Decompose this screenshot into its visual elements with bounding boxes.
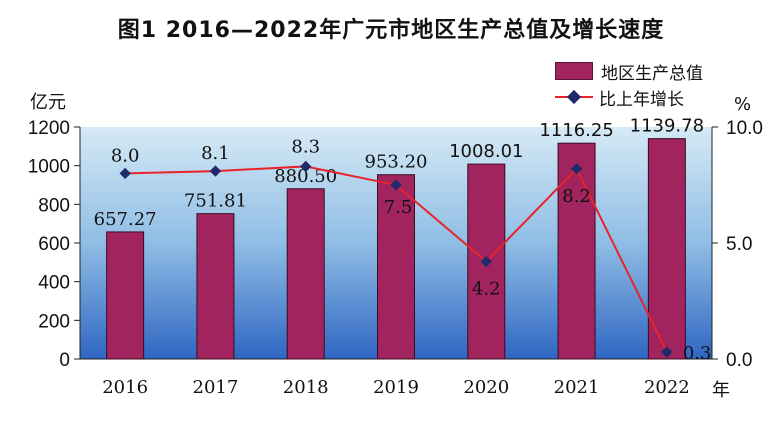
left-axis-tick-label: 0 — [59, 350, 70, 371]
x-axis-tick-label: 2021 — [554, 377, 600, 398]
x-axis-tick-label: 2020 — [463, 377, 509, 398]
left-axis-tick-label: 600 — [38, 234, 70, 255]
growth-point — [300, 160, 312, 173]
legend-bar-label: 地区生产总值 — [601, 63, 703, 84]
bar-value-label: 1139.78 — [630, 116, 704, 137]
bar — [196, 213, 235, 360]
legend-line-label: 比上年增长 — [599, 89, 684, 110]
bar — [647, 138, 686, 360]
legend: 地区生产总值 比上年增长 — [555, 58, 703, 110]
growth-point — [570, 163, 583, 175]
x-axis-tick-label: 2016 — [102, 377, 148, 398]
legend-line-swatch — [555, 89, 593, 105]
bar — [557, 142, 596, 360]
bar-value-label: 1116.25 — [539, 120, 613, 141]
chart-title: 图1 2016—2022年广元市地区生产总值及增长速度 — [117, 18, 665, 43]
left-axis-tick-label: 800 — [38, 195, 70, 216]
growth-value-label: 8.1 — [201, 143, 230, 164]
growth-value-label: 0.3 — [683, 343, 712, 364]
x-axis-tick-label: 2017 — [193, 377, 239, 398]
left-axis-tick-label: 200 — [38, 311, 70, 332]
growth-value-label: 4.2 — [472, 279, 501, 300]
x-axis-tick-label: 2019 — [373, 377, 419, 398]
legend-item-bar: 地区生产总值 — [555, 58, 703, 84]
right-axis-tick-label: 5.0 — [726, 234, 752, 255]
bar-value-label: 953.20 — [365, 152, 428, 173]
bar-value-label: 1008.01 — [449, 141, 523, 162]
bar-value-label: 657.27 — [94, 209, 157, 230]
left-axis-tick-label: 400 — [38, 273, 70, 294]
x-axis-tick-label: 2018 — [283, 377, 329, 398]
right-axis-tick-label: 0.0 — [726, 350, 752, 371]
growth-value-label: 8.0 — [111, 145, 140, 166]
right-axis-unit: % — [734, 94, 752, 115]
growth-value-label: 8.3 — [291, 136, 320, 157]
bar — [286, 188, 325, 360]
legend-bar-swatch — [555, 62, 593, 80]
bar — [106, 231, 145, 360]
growth-point — [209, 165, 222, 177]
bar-value-label: 751.81 — [184, 191, 247, 212]
bar-value-label: 880.50 — [274, 166, 337, 187]
legend-item-line: 比上年增长 — [555, 84, 703, 110]
left-axis-tick-label: 1200 — [28, 118, 70, 139]
left-axis-unit: 亿元 — [30, 92, 66, 113]
x-axis-unit: 年 — [712, 380, 730, 401]
right-axis-tick-label: 10.0 — [726, 118, 763, 139]
bar — [377, 174, 415, 360]
growth-point — [390, 179, 402, 191]
growth-value-label: 7.5 — [384, 197, 413, 218]
growth-value-label: 8.2 — [562, 186, 591, 207]
left-axis-tick-label: 1000 — [28, 157, 70, 178]
growth-point — [661, 346, 673, 358]
x-axis-tick-label: 2022 — [644, 377, 690, 398]
growth-point — [480, 255, 492, 268]
